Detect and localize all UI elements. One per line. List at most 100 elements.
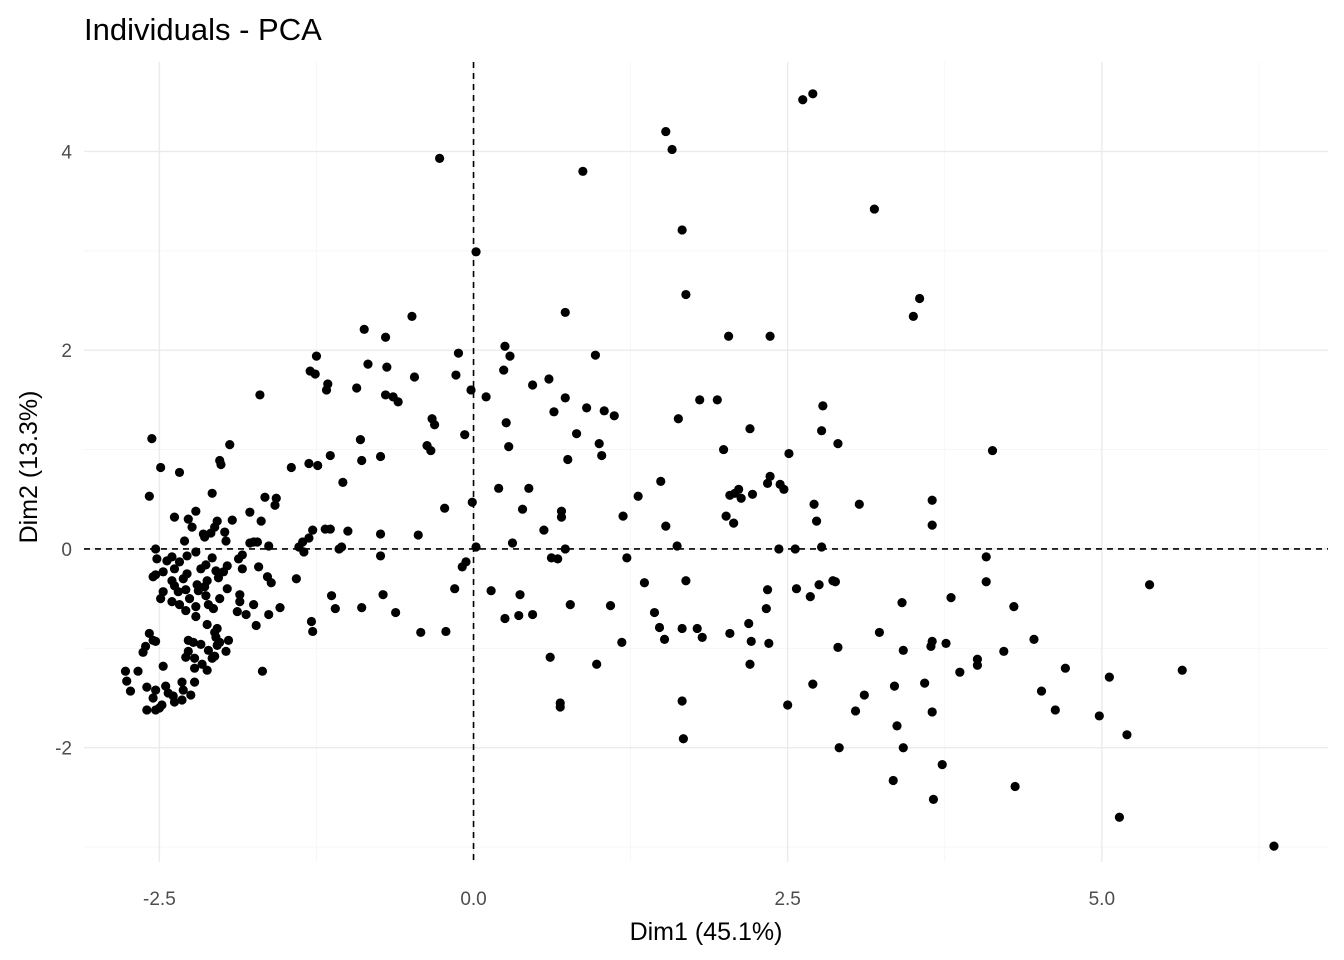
data-point (927, 636, 937, 646)
data-point (854, 499, 864, 509)
data-point (507, 538, 518, 548)
data-point (681, 289, 691, 300)
data-point (892, 721, 902, 731)
data-point (251, 620, 261, 631)
data-point (545, 652, 555, 662)
data-point (908, 311, 918, 322)
data-point (257, 666, 268, 676)
data-point (225, 440, 235, 450)
data-point (148, 693, 158, 703)
data-point (565, 600, 575, 610)
data-point (375, 529, 386, 539)
data-point (809, 499, 819, 509)
x-axis-label: Dim1 (45.1%) (630, 918, 783, 946)
data-point (633, 491, 643, 501)
data-point (808, 89, 818, 99)
data-point (745, 659, 755, 669)
data-point (310, 369, 320, 379)
data-point (578, 166, 588, 176)
data-point (191, 547, 201, 557)
data-point (235, 597, 245, 607)
data-point (830, 577, 841, 587)
data-point (927, 520, 937, 530)
data-point (814, 580, 824, 590)
data-point (937, 760, 947, 770)
y-tick-label: 2 (61, 341, 72, 362)
data-point (453, 348, 464, 358)
data-point (138, 647, 148, 657)
data-point (407, 311, 417, 322)
data-point (524, 483, 534, 493)
data-point (260, 492, 270, 502)
data-point (162, 556, 172, 566)
data-point (661, 126, 671, 137)
data-point (270, 500, 280, 510)
x-tick-label: 5.0 (1089, 889, 1115, 910)
data-point (467, 497, 477, 507)
data-point (207, 653, 217, 663)
data-point (148, 635, 158, 645)
data-point (177, 695, 187, 705)
data-point (245, 538, 255, 548)
data-point (213, 573, 224, 583)
data-point (241, 609, 251, 620)
data-point (357, 455, 367, 466)
data-point (928, 794, 939, 804)
data-point (413, 530, 423, 540)
data-point (338, 477, 348, 487)
data-point (178, 574, 188, 584)
data-point (202, 619, 212, 630)
data-point (375, 451, 386, 462)
data-point (791, 584, 802, 594)
data-point (897, 598, 907, 608)
data-point (514, 610, 524, 621)
data-point (941, 638, 951, 648)
data-point (222, 584, 232, 594)
data-point (232, 606, 242, 617)
y-tick-label: -2 (55, 739, 72, 760)
data-point (308, 525, 318, 535)
data-point (560, 307, 570, 318)
data-point (721, 511, 731, 521)
data-point (156, 594, 166, 604)
data-point (1177, 665, 1187, 675)
data-point (186, 690, 196, 700)
data-point (784, 448, 794, 459)
data-point (874, 627, 885, 638)
x-tick-label: -2.5 (143, 889, 176, 910)
data-point (144, 491, 154, 501)
data-point (617, 637, 627, 647)
data-point (457, 562, 467, 572)
chart-title: Individuals - PCA (84, 12, 322, 47)
data-point (927, 707, 937, 717)
data-point (440, 503, 450, 513)
data-point (981, 577, 991, 587)
data-point (196, 639, 206, 649)
data-point (334, 544, 344, 554)
data-point (692, 623, 702, 634)
data-point (174, 600, 185, 610)
data-point (183, 514, 193, 524)
data-point (355, 435, 366, 445)
data-point (955, 667, 965, 677)
data-point (549, 407, 559, 417)
data-point (264, 541, 274, 551)
data-point (375, 551, 386, 561)
data-point (306, 616, 317, 627)
data-point (725, 628, 735, 639)
data-point (471, 247, 481, 257)
data-point (181, 585, 191, 595)
data-point (212, 640, 222, 650)
data-point (808, 679, 818, 689)
data-point (125, 686, 136, 696)
data-point (189, 663, 200, 673)
data-point (120, 666, 131, 676)
data-point (898, 645, 908, 655)
data-point (212, 516, 222, 526)
data-point (765, 471, 775, 482)
data-point (515, 590, 525, 600)
data-point (481, 392, 491, 402)
data-point (898, 743, 908, 753)
data-point (736, 493, 746, 503)
